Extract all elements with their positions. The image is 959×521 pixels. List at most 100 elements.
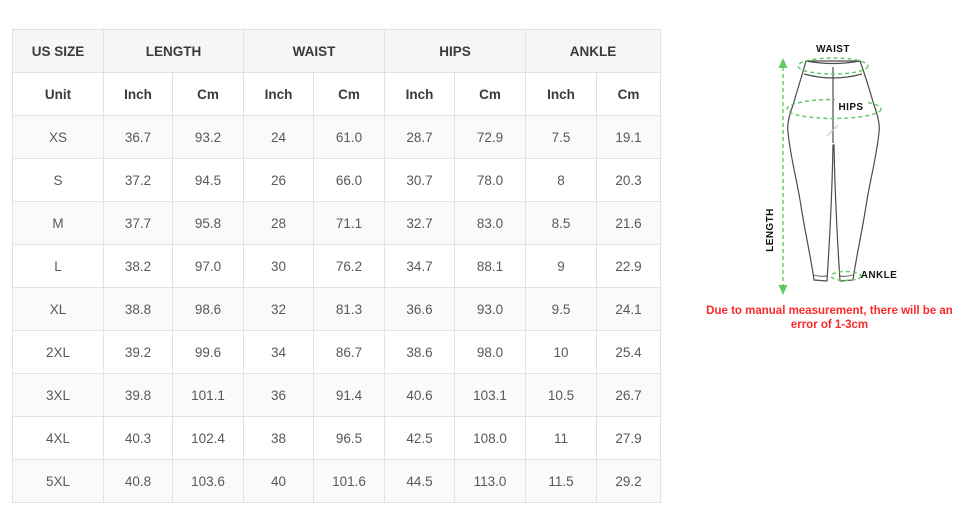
measurement-cell: 22.9 [596,244,662,288]
unit-cm: Cm [172,72,244,116]
measurement-cell: 37.2 [103,158,173,202]
measurement-cell: 9.5 [525,287,598,331]
measurement-cell: 44.5 [384,459,455,503]
measurement-cell: 76.2 [313,244,385,288]
ankle-measure-ellipse [830,270,862,282]
header-waist: WAIST [243,29,385,73]
measurement-diagram: WAIST HIPS LENGTH ANKLE Due to manual me… [700,0,959,340]
measurement-cell: 39.2 [103,330,173,374]
measurement-cell: 27.9 [596,416,662,460]
measurement-cell: 98.0 [453,330,527,374]
measurement-cell: 36.7 [103,115,173,159]
measurement-cell: 72.9 [453,115,527,159]
hips-label-bg [835,99,868,112]
unit-inch: Inch [384,72,455,116]
measurement-cell: 38.6 [384,330,455,374]
measurement-cell: 99.6 [172,330,244,374]
unit-cm: Cm [313,72,385,116]
measurement-cell: 32 [243,287,314,331]
length-label: LENGTH [765,208,776,252]
size-table-body: XS 36.7 93.2 24 61.0 28.7 72.9 7.5 19.1 S 37.2 94.5… [12,115,662,503]
ankle-label: ANKLE [861,270,897,281]
unit-inch: Inch [243,72,314,116]
waist-label: WAIST [816,44,850,55]
table-row: L 38.2 97.0 30 76.2 34.7 88.1 9 22.9 [12,244,662,288]
hips-label: HIPS [839,102,864,113]
table-row: M 37.7 95.8 28 71.1 32.7 83.0 8.5 21.6 [12,201,662,245]
waist-measure-ellipse [797,57,869,75]
measurement-cell: 40.8 [103,459,173,503]
table-row: 4XL 40.3 102.4 38 96.5 42.5 108.0 11 27.9 [12,416,662,460]
measurement-cell: 93.0 [453,287,527,331]
size-cell: M [12,201,104,245]
measurement-cell: 7.5 [525,115,598,159]
measurement-cell: 26 [243,158,314,202]
size-cell: 2XL [12,330,104,374]
measurement-cell: 93.2 [172,115,244,159]
size-cell: L [12,244,104,288]
table-row: XS 36.7 93.2 24 61.0 28.7 72.9 7.5 19.1 [12,115,662,159]
size-cell: XS [12,115,104,159]
unit-label: Unit [12,72,104,116]
measurement-cell: 91.4 [313,373,385,417]
measurement-cell: 101.6 [313,459,385,503]
size-cell: 4XL [12,416,104,460]
measurement-cell: 95.8 [172,201,244,245]
measurement-cell: 81.3 [313,287,385,331]
measurement-cell: 108.0 [453,416,527,460]
measurement-cell: 61.0 [313,115,385,159]
measurement-cell: 113.0 [453,459,527,503]
unit-cm: Cm [453,72,527,116]
header-ankle: ANKLE [525,29,662,73]
measurement-cell: 10.5 [525,373,598,417]
measurement-cell: 40.6 [384,373,455,417]
measurement-cell: 40 [243,459,314,503]
table-row: 2XL 39.2 99.6 34 86.7 38.6 98.0 10 25.4 [12,330,662,374]
measurement-cell: 78.0 [453,158,527,202]
measurement-cell: 86.7 [313,330,385,374]
header-length: LENGTH [103,29,244,73]
measurement-cell: 11.5 [525,459,598,503]
measurement-cell: 36 [243,373,314,417]
measurement-cell: 28 [243,201,314,245]
measurement-cell: 36.6 [384,287,455,331]
measurement-cell: 97.0 [172,244,244,288]
table-row: S 37.2 94.5 26 66.0 30.7 78.0 8 20.3 [12,158,662,202]
measurement-cell: 103.6 [172,459,244,503]
measurement-cell: 10 [525,330,598,374]
measurement-cell: 38.8 [103,287,173,331]
measurement-cell: 34.7 [384,244,455,288]
measurement-cell: 96.5 [313,416,385,460]
table-row: XL 38.8 98.6 32 81.3 36.6 93.0 9.5 24.1 [12,287,662,331]
size-cell: 5XL [12,459,104,503]
measurement-cell: 26.7 [596,373,662,417]
leggings-outline [787,60,880,282]
measurement-cell: 20.3 [596,158,662,202]
size-cell: XL [12,287,104,331]
measurement-error-note: Due to manual measurement, there will be… [706,305,953,331]
table-row: 3XL 39.8 101.1 36 91.4 40.6 103.1 10.5 26.7 [12,373,662,417]
length-arrow-up [778,58,788,68]
hips-measure-ellipse [786,98,882,120]
measurement-cell: 38 [243,416,314,460]
measurement-cell: 39.8 [103,373,173,417]
measurement-cell: 38.2 [103,244,173,288]
measurement-cell: 9 [525,244,598,288]
size-cell: S [12,158,104,202]
measurement-cell: 40.3 [103,416,173,460]
size-cell: 3XL [12,373,104,417]
measurement-cell: 88.1 [453,244,527,288]
measurement-cell: 8 [525,158,598,202]
measurement-cell: 25.4 [596,330,662,374]
unit-inch: Inch [103,72,173,116]
leggings-illustration: WAIST HIPS LENGTH ANKLE [765,44,897,295]
measurement-cell: 24.1 [596,287,662,331]
measurement-cell: 32.7 [384,201,455,245]
measurement-cell: 103.1 [453,373,527,417]
measurement-cell: 66.0 [313,158,385,202]
measurement-cell: 28.7 [384,115,455,159]
measurement-cell: 19.1 [596,115,662,159]
table-row: 5XL 40.8 103.6 40 101.6 44.5 113.0 11.5 29.2 [12,459,662,503]
table-unit-row: Unit Inch Cm Inch Cm Inch Cm Inch Cm [12,72,662,116]
measurement-cell: 30 [243,244,314,288]
